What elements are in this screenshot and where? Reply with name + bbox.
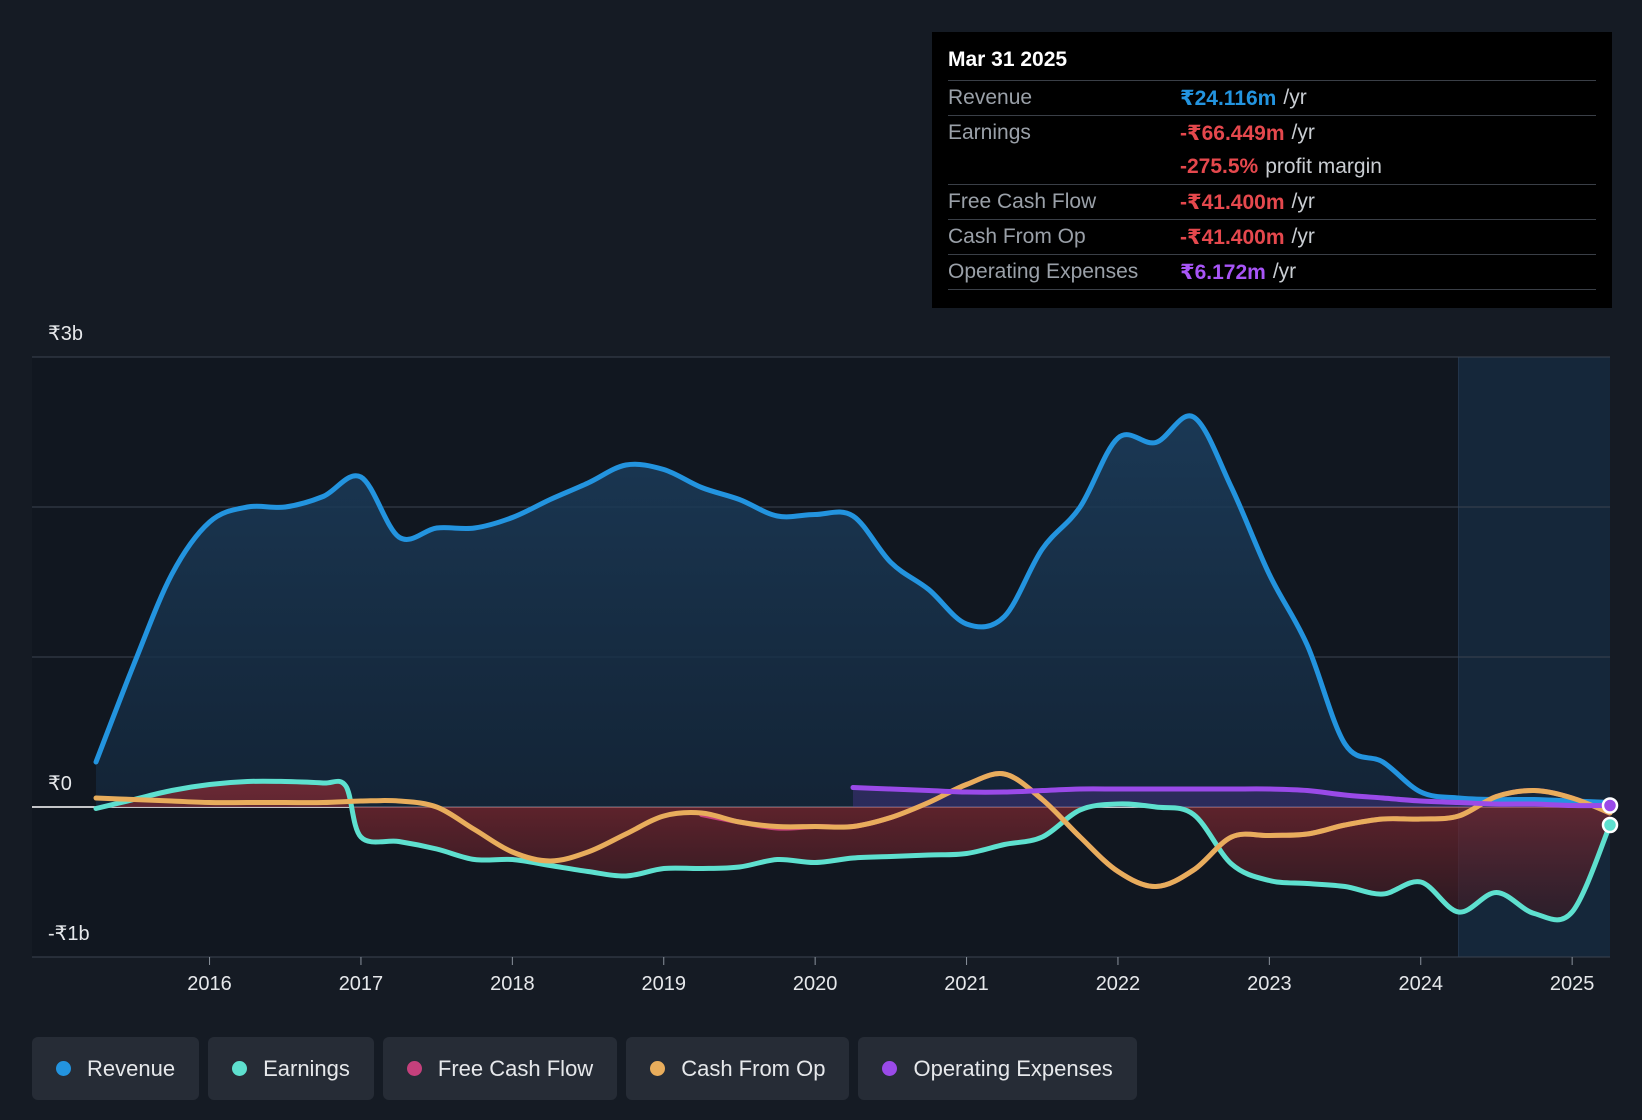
legend-item-operating-expenses[interactable]: Operating Expenses xyxy=(858,1037,1137,1100)
x-tick-label: 2020 xyxy=(793,973,838,995)
tooltip-row-revenue: Revenue ₹24.116m /yr xyxy=(948,81,1596,116)
tooltip-label: Free Cash Flow xyxy=(948,190,1097,213)
tooltip-value: -₹41.400m xyxy=(1180,225,1285,249)
tooltip-unit: /yr xyxy=(1272,260,1297,283)
tooltip-value: ₹24.116m xyxy=(1180,86,1277,110)
tooltip-row-opex: Operating Expenses ₹6.172m /yr xyxy=(948,255,1596,290)
tooltip-unit: /yr xyxy=(1291,190,1315,213)
legend-item-revenue[interactable]: Revenue xyxy=(32,1037,200,1100)
x-tick-label: 2022 xyxy=(1096,973,1141,995)
tooltip-value: -275.5% xyxy=(1180,155,1259,178)
legend-label: Cash From Op xyxy=(681,1055,826,1081)
tooltip-row-fcf: Free Cash Flow -₹41.400m /yr xyxy=(948,185,1596,220)
operating-expenses-line xyxy=(850,785,1613,809)
tooltip-label: Earnings xyxy=(948,121,1031,144)
tooltip-label: Operating Expenses xyxy=(948,260,1139,283)
x-tick-label: 2019 xyxy=(642,973,687,995)
legend-dot-icon xyxy=(650,1061,666,1076)
tooltip-unit: /yr xyxy=(1283,86,1307,109)
revenue-line xyxy=(93,413,1613,805)
x-tick-label: 2018 xyxy=(490,973,535,995)
legend-item-earnings[interactable]: Earnings xyxy=(208,1037,374,1100)
tooltip-value: -₹66.449m xyxy=(1180,121,1285,145)
x-tick-label: 2023 xyxy=(1247,973,1292,995)
tooltip-row-earnings: Earnings -₹66.449m /yr xyxy=(948,116,1596,150)
y-label-bottom: -₹1b xyxy=(48,923,90,945)
x-tick-label: 2017 xyxy=(339,973,384,995)
x-tick-label: 2025 xyxy=(1550,973,1595,995)
legend-dot-icon xyxy=(406,1061,422,1076)
legend-label: Operating Expenses xyxy=(913,1055,1113,1081)
tooltip-label: Revenue xyxy=(948,86,1033,109)
legend-dot-icon xyxy=(56,1061,71,1076)
tooltip-value: ₹6.172m xyxy=(1180,260,1266,284)
x-tick-label: 2021 xyxy=(944,973,989,995)
legend-dot-icon xyxy=(232,1061,248,1076)
tooltip-row-margin: -275.5% profit margin xyxy=(948,150,1596,185)
tooltip-unit: /yr xyxy=(1291,225,1315,248)
legend: Revenue Earnings Free Cash Flow Cash Fro… xyxy=(32,1037,1137,1100)
earnings-area xyxy=(96,781,1610,920)
tooltip-unit: /yr xyxy=(1291,121,1315,144)
earnings-end-marker xyxy=(1601,816,1619,834)
earnings-line xyxy=(93,778,1613,923)
legend-dot-icon xyxy=(882,1061,898,1076)
tooltip-panel: Mar 31 2025 Revenue ₹24.116m /yr Earning… xyxy=(932,32,1612,308)
revenue-area xyxy=(96,415,1610,807)
legend-label: Free Cash Flow xyxy=(437,1055,594,1081)
legend-item-free-cash-flow[interactable]: Free Cash Flow xyxy=(382,1037,618,1100)
tooltip-date: Mar 31 2025 xyxy=(948,48,1596,81)
x-tick-label: 2016 xyxy=(187,973,232,995)
tooltip-row-cfo: Cash From Op -₹41.400m /yr xyxy=(948,220,1596,255)
legend-label: Earnings xyxy=(263,1055,350,1081)
x-tick-label: 2024 xyxy=(1399,973,1444,995)
cash-from-op-line xyxy=(93,771,1613,890)
legend-label: Revenue xyxy=(87,1055,176,1081)
tooltip-unit: profit margin xyxy=(1265,155,1382,178)
y-label-zero: ₹0 xyxy=(48,773,72,795)
legend-item-cash-from-op[interactable]: Cash From Op xyxy=(626,1037,850,1100)
y-label-top: ₹3b xyxy=(48,323,83,345)
tooltip-label: Cash From Op xyxy=(948,225,1086,248)
operating-expenses-end-marker xyxy=(1601,797,1619,814)
tooltip-value: -₹41.400m xyxy=(1180,190,1285,214)
